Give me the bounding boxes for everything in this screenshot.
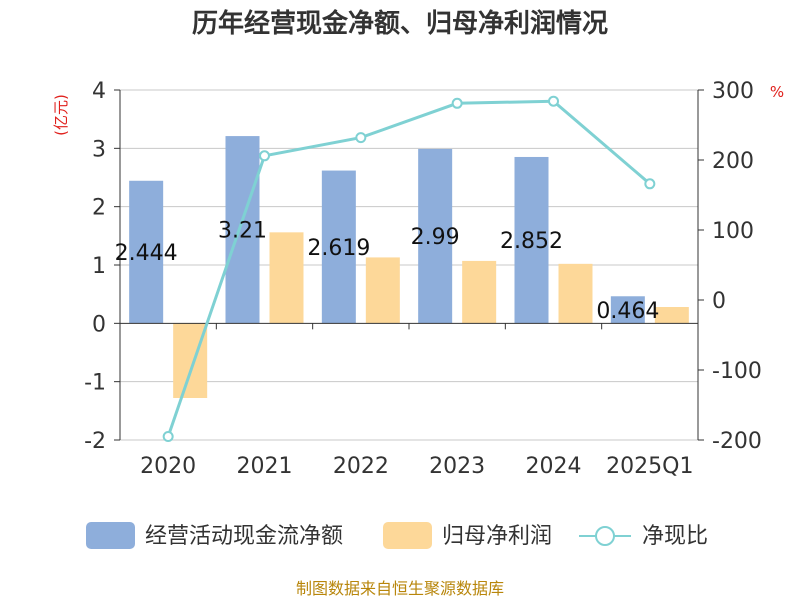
data-labels: 2.444 3.21 2.619 2.99 2.852 0.464	[115, 219, 660, 324]
category-label: 2021	[237, 454, 293, 479]
bars	[129, 136, 689, 398]
ratio-point	[355, 132, 367, 144]
ratio-point	[451, 97, 463, 109]
bar-cashflow	[225, 136, 260, 324]
bar-profit	[558, 263, 593, 324]
right-axis-ticks: 300 200 100 0 -100 -200	[698, 79, 762, 454]
gridlines	[120, 89, 698, 441]
left-axis-unit: (亿元)	[52, 94, 70, 136]
left-tick-label: 0	[92, 312, 106, 337]
left-axis-ticks: 4 3 2 1 0 -1 -2	[84, 79, 120, 454]
bar-profit	[269, 232, 304, 324]
right-axis-unit: %	[770, 83, 784, 101]
legend-label-ratio: 净现比	[642, 524, 708, 549]
bar-cashflow	[610, 296, 645, 324]
data-label-cashflow: 0.464	[596, 299, 659, 324]
category-label: 2023	[429, 454, 485, 479]
ratio-line	[162, 95, 656, 442]
right-tick-label: -100	[712, 359, 762, 384]
category-label: 2024	[526, 454, 582, 479]
bar-profit	[365, 257, 400, 324]
left-tick-label: 2	[92, 196, 106, 221]
left-tick-label: 1	[92, 254, 106, 279]
bar-profit	[654, 307, 689, 324]
right-tick-label: 300	[712, 79, 754, 104]
ratio-point	[162, 431, 174, 442]
bar-profit	[462, 260, 497, 324]
data-label-cashflow: 2.852	[500, 229, 563, 254]
ratio-point	[259, 150, 270, 162]
ratio-point	[644, 178, 656, 190]
bar-cashflow	[514, 156, 549, 324]
legend-swatch-ratio-marker	[595, 526, 615, 546]
ratio-point	[548, 95, 559, 107]
data-label-cashflow: 3.21	[218, 219, 267, 244]
data-label-cashflow: 2.444	[115, 241, 178, 266]
axes	[119, 90, 699, 440]
right-tick-label: 0	[712, 289, 726, 314]
ratio-line-path	[166, 99, 651, 437]
category-label: 2020	[140, 454, 196, 479]
left-tick-label: 3	[92, 137, 106, 162]
legend-label-profit: 归母净利润	[442, 524, 552, 549]
legend-swatch-profit	[383, 522, 432, 549]
chart-title: 历年经营现金净额、归母净利润情况	[192, 8, 608, 39]
left-tick-label: -2	[84, 429, 106, 454]
bar-cashflow	[321, 170, 356, 324]
data-label-cashflow: 2.619	[307, 236, 370, 261]
left-tick-label: -1	[84, 371, 106, 396]
bar-cashflow	[129, 180, 164, 324]
category-labels: 2020 2021 2022 2023 2024 2025Q1	[140, 454, 693, 479]
legend-label-cashflow: 经营活动现金流净额	[145, 524, 343, 549]
data-label-cashflow: 2.99	[411, 225, 460, 250]
right-tick-label: 200	[712, 149, 754, 174]
left-tick-label: 4	[92, 79, 106, 104]
source-note: 制图数据来自恒生聚源数据库	[296, 579, 504, 598]
right-tick-label: -200	[712, 429, 762, 454]
category-label: 2022	[333, 454, 389, 479]
legend: 经营活动现金流净额 归母净利润 净现比	[86, 522, 708, 549]
right-tick-label: 100	[712, 219, 754, 244]
category-label: 2025Q1	[606, 454, 693, 479]
bar-cashflow	[418, 148, 453, 324]
legend-swatch-cashflow	[86, 522, 135, 549]
